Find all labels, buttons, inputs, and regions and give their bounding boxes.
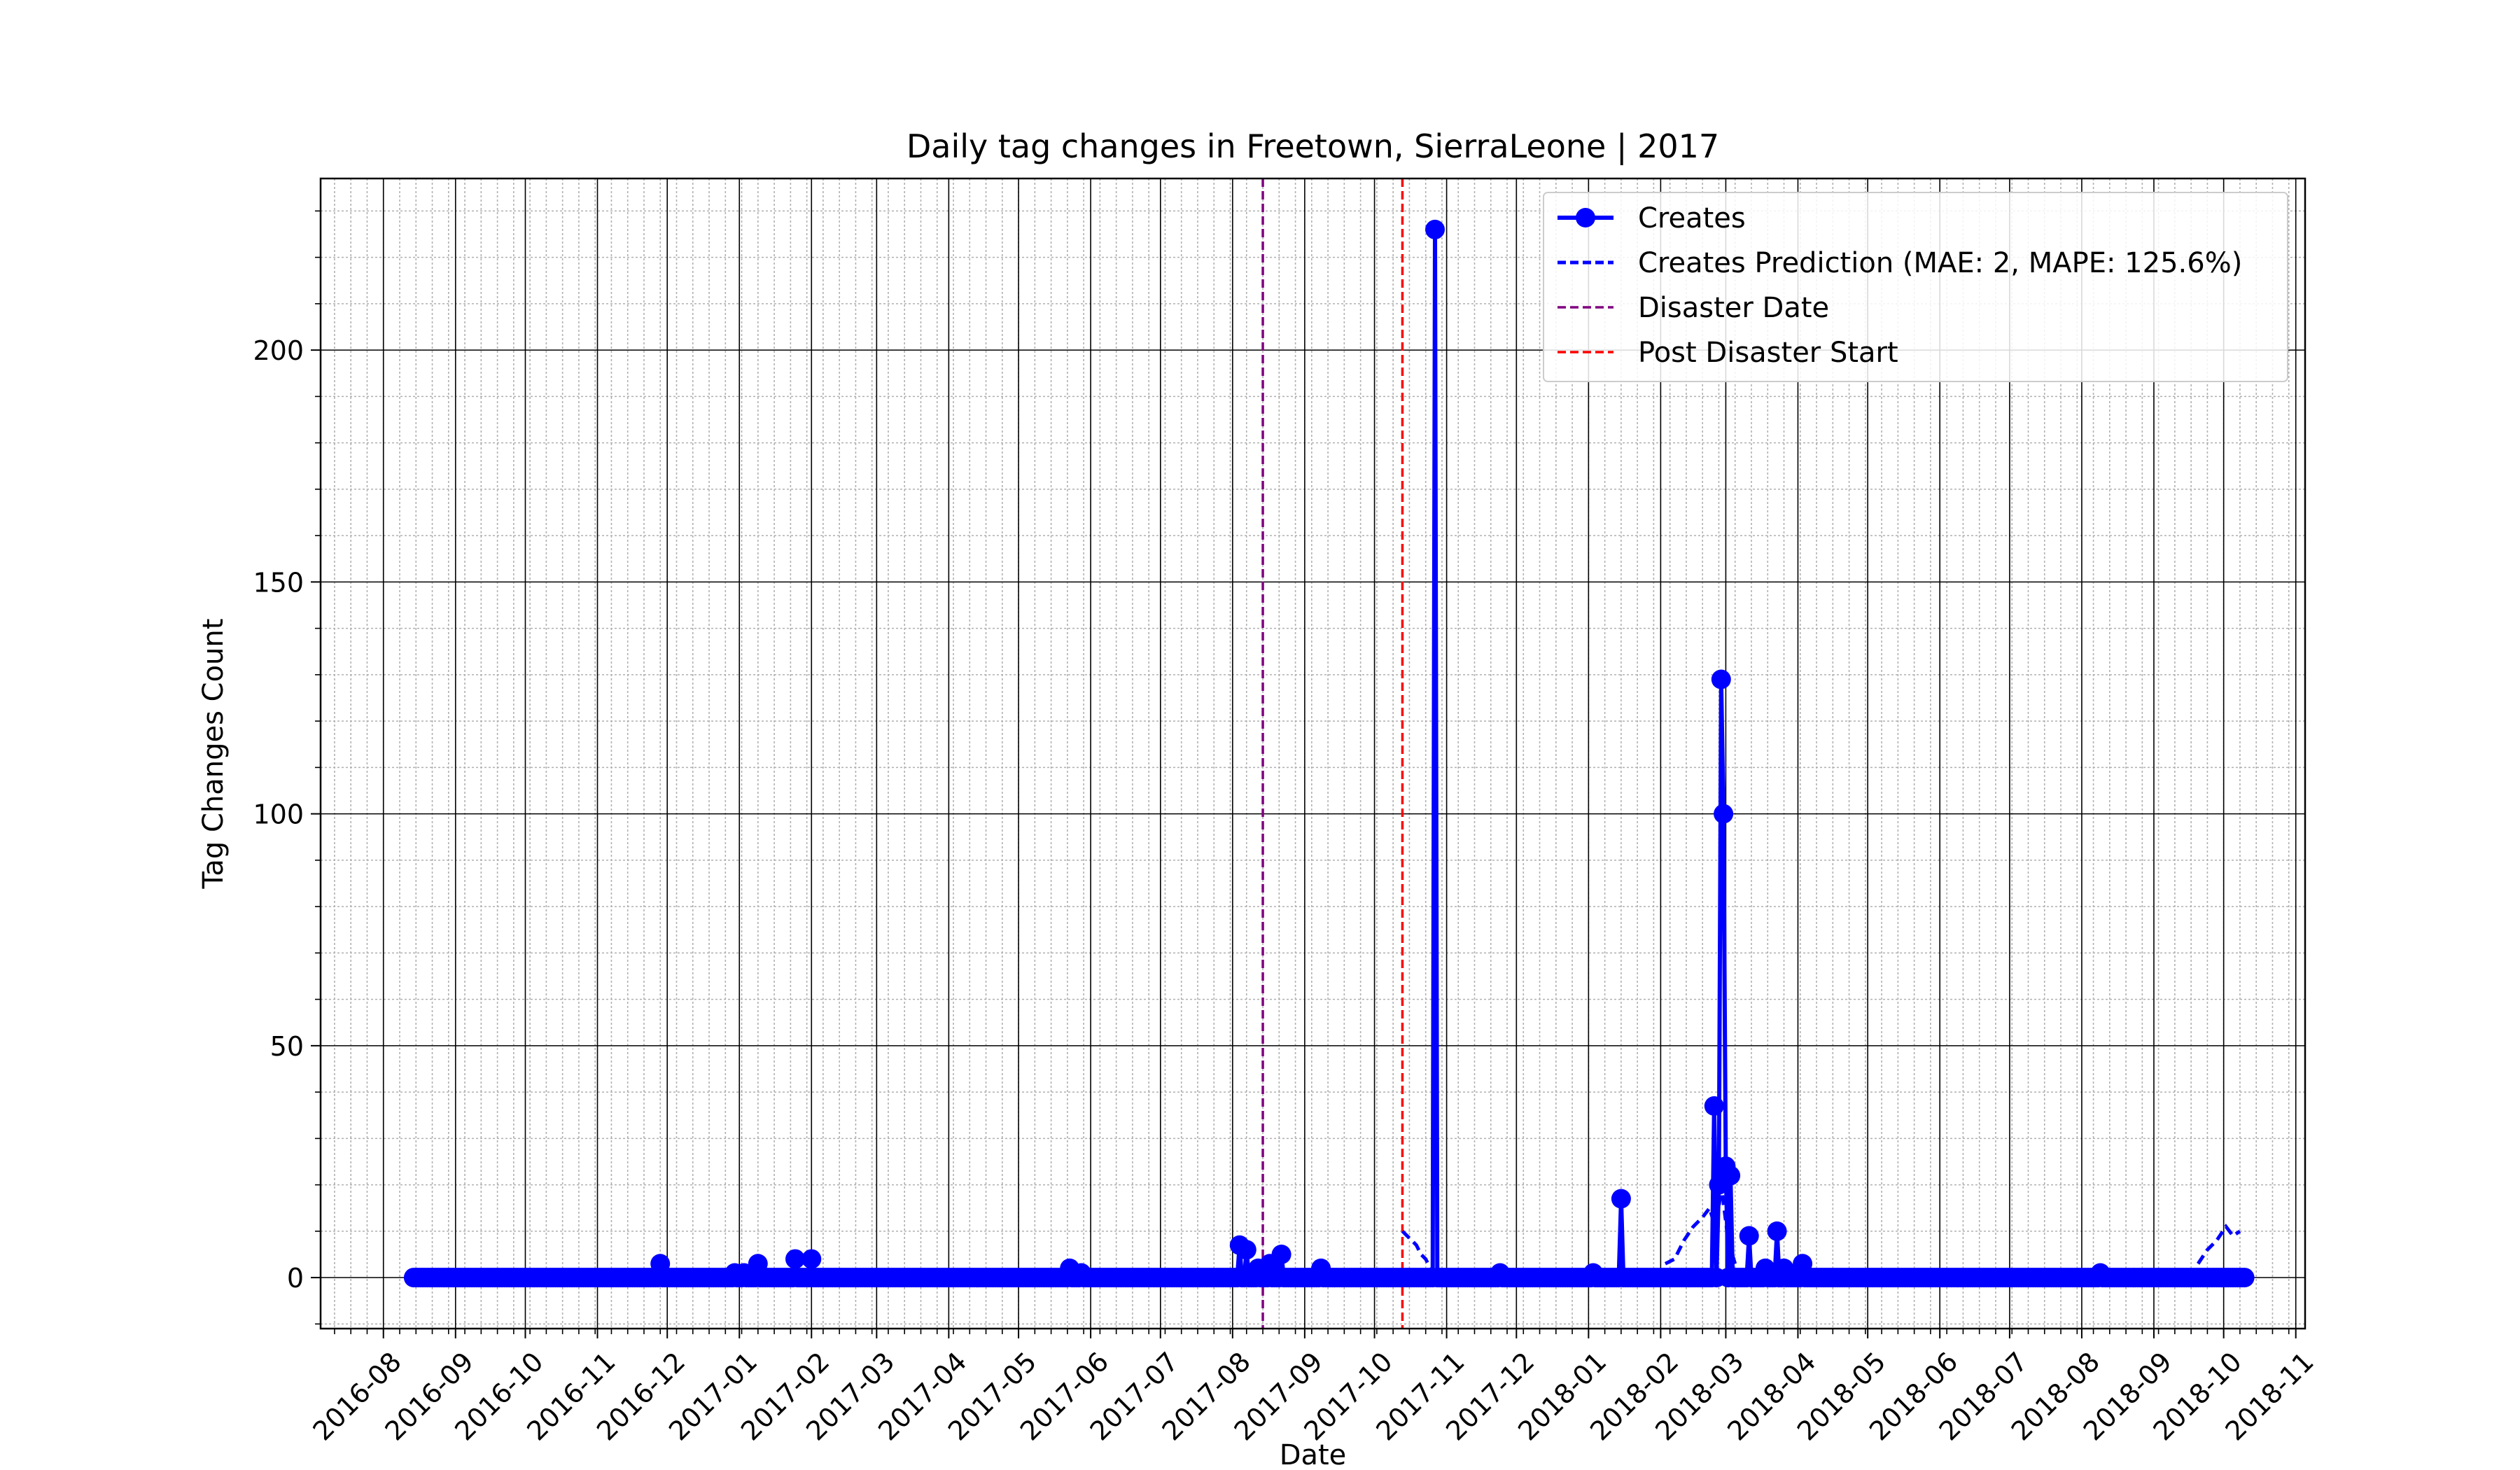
- legend-box: [1543, 192, 2288, 382]
- creates-marker: [1711, 669, 1731, 690]
- series-layer: [403, 219, 2255, 1288]
- creates-marker: [1767, 1221, 1787, 1241]
- y-tick-label: 0: [287, 1263, 304, 1294]
- creates-marker: [1704, 1096, 1724, 1116]
- axis-ticks: [311, 210, 2297, 1338]
- legend-label: Creates Prediction (MAE: 2, MAPE: 125.6%…: [1638, 247, 2242, 279]
- creates-line: [413, 227, 2245, 1280]
- legend: Creates Creates Prediction (MAE: 2, MAPE:…: [1543, 192, 2288, 382]
- legend-swatch-marker: [1576, 208, 1595, 227]
- legend-label: Disaster Date: [1638, 292, 1829, 324]
- creates-marker: [1721, 1166, 1741, 1186]
- legend-label: Post Disaster Start: [1638, 337, 1898, 369]
- legend-item-creates: Creates: [1558, 202, 1746, 234]
- legend-item-disaster-date: Disaster Date: [1558, 292, 1829, 324]
- x-axis-label: Date: [1280, 1439, 1347, 1470]
- y-tick-label: 200: [253, 335, 304, 366]
- legend-item-creates-prediction: Creates Prediction (MAE: 2, MAPE: 125.6%…: [1558, 247, 2242, 279]
- prediction-line: [1664, 1184, 1737, 1266]
- creates-marker: [785, 1249, 805, 1269]
- creates-marker: [1611, 1189, 1631, 1209]
- prediction-line: [1401, 1230, 1432, 1270]
- creates-marker: [1236, 1240, 1256, 1260]
- creates-marker: [2234, 1268, 2255, 1288]
- reference-lines: [1261, 178, 1404, 1329]
- y-tick-label: 150: [253, 567, 304, 598]
- prediction-line: [2197, 1223, 2241, 1265]
- creates-marker: [1714, 804, 1734, 824]
- creates-marker: [1271, 1245, 1292, 1264]
- chart-title: Daily tag changes in Freetown, SierraLeo…: [906, 127, 1719, 166]
- plot-frame: [319, 177, 2306, 1330]
- y-tick-label: 100: [253, 799, 304, 830]
- creates-marker: [1739, 1226, 1759, 1246]
- creates-marker: [802, 1249, 822, 1269]
- y-tick-label: 50: [270, 1031, 304, 1062]
- legend-item-post-disaster-start: Post Disaster Start: [1558, 337, 1898, 369]
- creates-marker: [1425, 219, 1445, 239]
- y-axis-label: Tag Changes Count: [197, 619, 230, 890]
- legend-label: Creates: [1638, 202, 1746, 234]
